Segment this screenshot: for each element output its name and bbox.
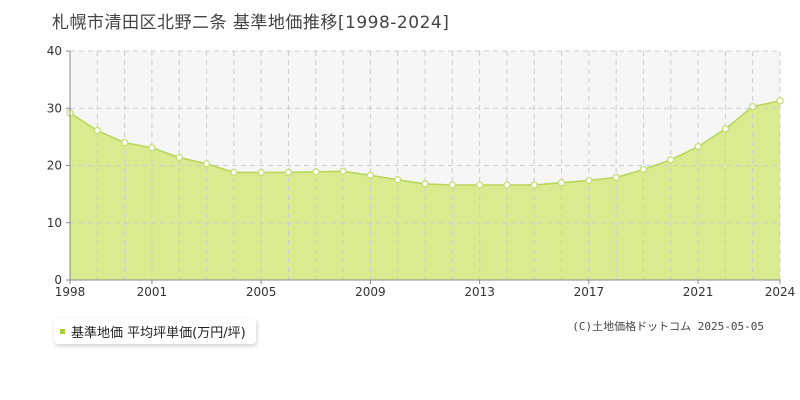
x-tick-label: 2017 [574, 285, 605, 299]
data-point [530, 181, 538, 189]
data-point [612, 173, 620, 182]
data-point [230, 168, 238, 177]
data-point [448, 181, 456, 189]
data-point [667, 156, 675, 164]
data-point [585, 176, 593, 185]
x-tick-label: 2009 [355, 285, 386, 299]
data-point [148, 144, 156, 152]
data-point [721, 125, 730, 133]
data-point [93, 126, 101, 135]
data-point [639, 165, 648, 174]
copyright-text: (C)土地価格ドットコム 2025-05-05 [572, 320, 764, 333]
data-point [202, 160, 211, 168]
y-tick-label: 20 [47, 159, 62, 173]
data-point [366, 171, 375, 179]
data-point [503, 181, 511, 189]
x-tick-label: 2005 [246, 285, 277, 299]
legend: 基準地価 平均坪単価(万円/坪) [54, 318, 256, 344]
data-point [475, 181, 484, 189]
y-tick-label: 40 [47, 44, 62, 58]
legend-label: 基準地価 平均坪単価(万円/坪) [71, 325, 246, 341]
data-point [257, 168, 265, 177]
x-tick-label: 2013 [464, 285, 495, 299]
x-tick-label: 2021 [683, 285, 714, 299]
data-point [312, 168, 320, 176]
y-tick-label: 10 [47, 216, 62, 230]
y-tick-label: 30 [47, 101, 62, 115]
data-point [776, 97, 784, 105]
data-point [175, 153, 183, 162]
data-point [421, 180, 429, 188]
data-point [339, 167, 347, 175]
data-point [557, 179, 566, 187]
data-point [694, 142, 702, 151]
chart-title: 札幌市清田区北野二条 基準地価推移[1998-2024] [52, 13, 450, 33]
legend-marker-icon [60, 328, 65, 334]
data-point [749, 102, 757, 111]
x-tick-label: 1998 [55, 285, 86, 299]
x-tick-label: 2001 [137, 285, 168, 299]
x-tick-label: 2024 [765, 285, 796, 299]
data-point [120, 138, 129, 147]
data-point [284, 168, 293, 177]
data-point [394, 176, 402, 184]
y-tick-label: 0 [54, 273, 62, 287]
